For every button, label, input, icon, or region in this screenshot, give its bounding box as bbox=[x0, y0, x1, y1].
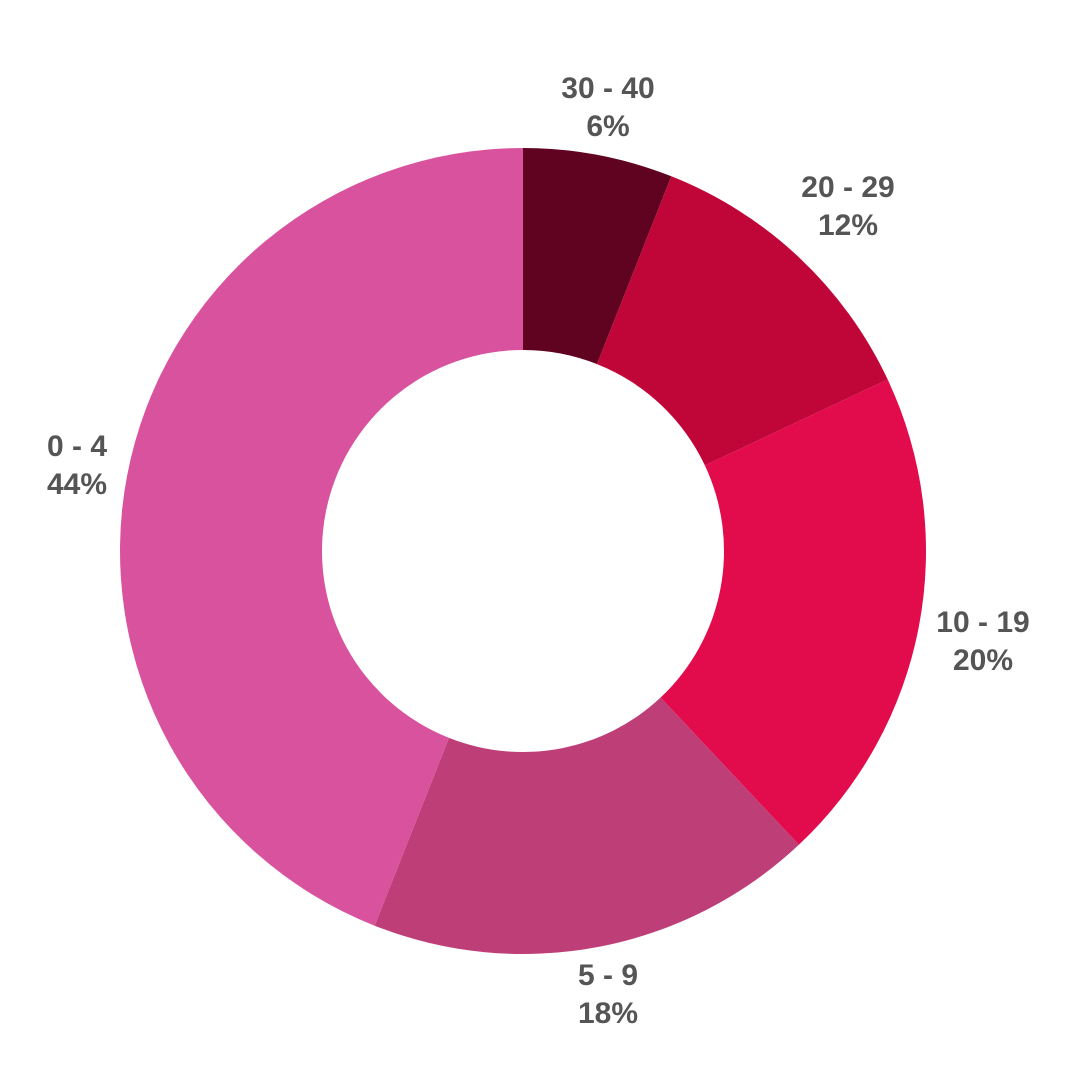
slices-layer bbox=[119, 148, 927, 954]
slice-value-label: 12% bbox=[818, 209, 878, 242]
slice-value-label: 18% bbox=[578, 997, 638, 1030]
slice-category-label: 10 - 19 bbox=[936, 606, 1029, 639]
slice-label-group: 10 - 19 20% bbox=[936, 606, 1029, 677]
slice-label-group: 20 - 29 12% bbox=[801, 171, 894, 242]
slice-category-label: 5 - 9 bbox=[578, 959, 638, 992]
slice-value-label: 6% bbox=[586, 110, 629, 143]
slice-20-29 bbox=[596, 176, 888, 466]
slice-category-label: 30 - 40 bbox=[561, 72, 654, 105]
labels-layer: 30 - 40 6% 20 - 29 12% 10 - 19 20% 5 - 9 18% 0 -… bbox=[47, 72, 1030, 1030]
slice-label-group: 30 - 40 6% bbox=[561, 72, 654, 143]
slice-category-label: 20 - 29 bbox=[801, 171, 894, 204]
slice-value-label: 44% bbox=[47, 468, 107, 501]
slice-30-40 bbox=[523, 148, 672, 365]
slice-category-label: 0 - 4 bbox=[47, 430, 107, 463]
slice-5-9 bbox=[374, 697, 799, 954]
slice-label-group: 5 - 9 18% bbox=[578, 959, 638, 1030]
slice-0-4 bbox=[119, 148, 524, 926]
slice-value-label: 20% bbox=[953, 644, 1013, 677]
slice-10-19 bbox=[660, 379, 927, 845]
slice-label-group: 0 - 4 44% bbox=[47, 430, 107, 501]
